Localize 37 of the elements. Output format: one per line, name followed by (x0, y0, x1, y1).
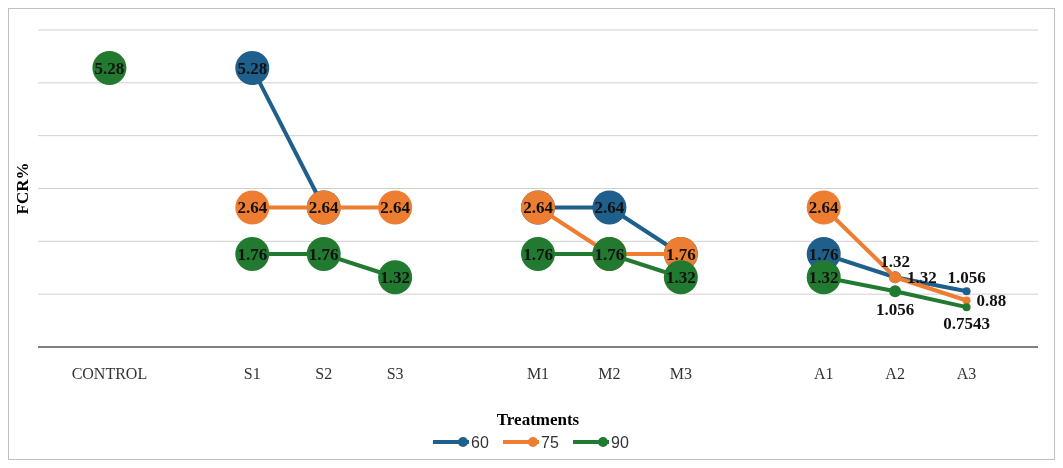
data-label: 1.76 (523, 244, 553, 264)
data-label: 5.28 (237, 58, 268, 78)
data-label: 1.76 (594, 244, 625, 264)
x-tick-label: S1 (243, 365, 261, 382)
data-label: 0.88 (976, 291, 1007, 311)
data-label: 1.76 (237, 244, 268, 264)
data-label: 5.28 (94, 58, 125, 78)
data-label: 2.64 (523, 198, 554, 218)
data-label: 1.32 (880, 252, 911, 272)
data-label: 2.64 (594, 198, 625, 218)
x-tick-label: M3 (669, 365, 692, 382)
x-tick-label: A3 (956, 365, 977, 382)
x-axis-title: Treatments (496, 410, 580, 429)
data-label: 1.76 (808, 244, 839, 264)
data-label: 1.056 (947, 268, 986, 288)
data-label: 2.64 (308, 198, 340, 218)
data-label: 1.056 (876, 300, 915, 320)
data-label: 1.32 (380, 268, 411, 288)
data-label: 1.32 (808, 268, 839, 288)
x-tick-label: A1 (813, 365, 834, 382)
y-axis-title: FCR% (13, 162, 32, 215)
data-label: 0.7543 (943, 314, 990, 334)
x-tick-label: M2 (598, 365, 621, 382)
x-tick-label: S3 (386, 365, 404, 382)
legend-label: 60 (471, 433, 489, 451)
x-tick-label: A2 (885, 365, 905, 382)
data-label: 1.76 (308, 244, 339, 264)
data-label: 2.64 (808, 198, 840, 218)
x-tick-label: S2 (315, 365, 333, 382)
data-label: 1.32 (665, 268, 696, 288)
x-tick-label: M1 (526, 365, 550, 382)
legend-label: 90 (611, 433, 629, 451)
data-label: 2.64 (237, 198, 268, 218)
x-tick-label: CONTROL (71, 365, 148, 382)
data-label: 2.64 (380, 198, 411, 218)
legend-label: 75 (541, 433, 559, 451)
data-label: 1.76 (665, 244, 696, 264)
